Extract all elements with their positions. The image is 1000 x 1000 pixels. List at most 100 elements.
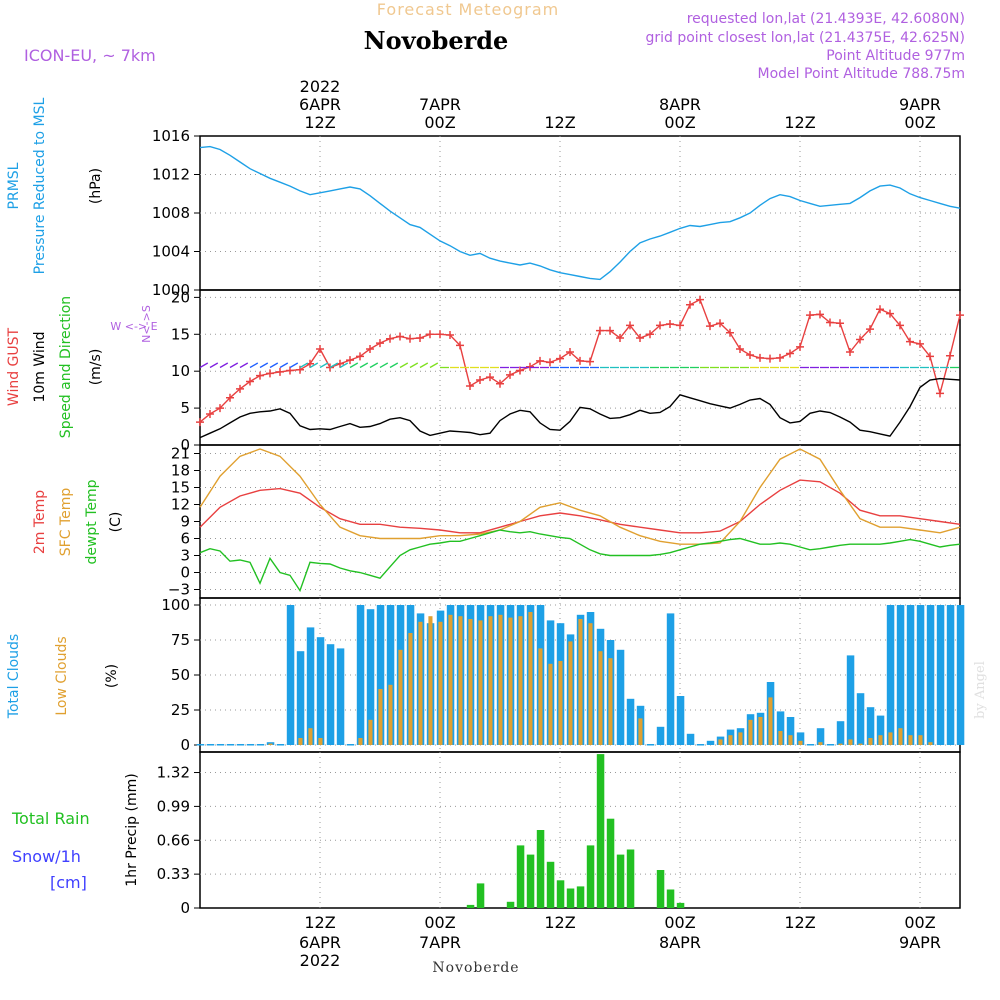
gust-marker — [536, 356, 544, 365]
bar-total — [326, 644, 335, 745]
top-hour-label: 12Z — [784, 113, 815, 132]
ylabel-1: Low Clouds — [54, 636, 70, 715]
ylabel-0: Wind GUST — [6, 327, 22, 406]
gust-marker — [586, 357, 594, 366]
bar-total — [836, 721, 845, 745]
gust-marker — [686, 300, 694, 309]
series-0-line — [199, 145, 961, 281]
bar-low — [898, 728, 903, 745]
compass-we: W <-> E — [110, 320, 157, 333]
ylabel-0: 2m Temp — [32, 490, 48, 554]
wind-arrow — [349, 362, 359, 369]
wind-arrow — [299, 362, 309, 369]
gust-marker — [706, 322, 714, 331]
ylabel-0: PRMSL — [6, 162, 22, 209]
gust-marker — [476, 376, 484, 385]
wind-arrow — [229, 362, 239, 369]
bar-total — [646, 744, 655, 746]
gust-marker — [266, 369, 274, 378]
bar-low — [868, 738, 873, 745]
bar-rain — [566, 888, 575, 908]
bar-rain — [556, 880, 565, 908]
bar-low — [788, 735, 793, 745]
gust-marker — [646, 330, 654, 339]
series-2-line — [199, 529, 961, 593]
top-hour-label: 12Z — [544, 113, 575, 132]
wind-arrow — [249, 362, 259, 369]
bar-total — [296, 651, 305, 745]
wind-arrow — [259, 362, 269, 369]
top-date-label: 8APR — [659, 95, 701, 114]
gust-marker — [916, 339, 924, 348]
ylabel-1: Pressure Reduced to MSL — [32, 97, 48, 274]
bar-low — [848, 739, 853, 745]
y-tick-label: 0.66 — [157, 831, 190, 849]
bar-low — [608, 658, 613, 745]
wind-arrow — [429, 362, 439, 369]
bar-total — [846, 655, 855, 745]
y-tick-label: 0.99 — [157, 797, 190, 815]
gust-marker — [736, 345, 744, 354]
bar-low — [638, 718, 643, 745]
gust-marker — [206, 410, 214, 418]
bar-rain — [476, 883, 485, 908]
gust-marker — [496, 379, 504, 388]
bar-low — [558, 661, 563, 745]
wind-arrow — [339, 362, 349, 369]
y-tick-label: 1.32 — [157, 764, 190, 782]
bar-low — [598, 651, 603, 745]
bar-low — [888, 732, 893, 745]
panel-wind: 0 5 10 15 20 Wind GUST 10m Wind Speed and Direc… — [6, 288, 964, 454]
bottom-date-label: 6APR — [299, 933, 341, 952]
gust-marker — [576, 356, 584, 365]
gust-marker — [416, 333, 424, 342]
gust-marker — [236, 384, 244, 393]
bar-low — [458, 616, 463, 745]
y-tick-label: 1016 — [152, 127, 190, 145]
gust-marker — [446, 331, 454, 340]
bar-low — [818, 742, 823, 745]
bar-rain — [666, 889, 675, 908]
gust-marker — [746, 350, 754, 359]
bar-low — [388, 684, 393, 745]
watermark: by Angel — [973, 661, 988, 719]
bar-rain — [676, 902, 685, 908]
bar-rain — [656, 870, 665, 908]
gust-marker — [566, 348, 574, 356]
wind-arrow — [239, 362, 249, 369]
bar-total — [906, 605, 915, 745]
bar-total — [356, 605, 365, 745]
bar-rain — [576, 886, 585, 908]
gust-marker — [506, 370, 514, 379]
bar-low — [358, 738, 363, 745]
wind-arrow — [319, 362, 329, 369]
wind-direction-arrows — [199, 362, 959, 369]
bar-low — [548, 663, 553, 745]
bar-low — [498, 614, 503, 745]
gust-marker — [636, 333, 644, 342]
bottom-hour-label: 00Z — [664, 913, 695, 932]
bar-low — [538, 648, 543, 745]
y-tick-label: 0 — [180, 564, 190, 582]
gust-marker — [846, 348, 854, 356]
wind-arrow — [279, 362, 289, 369]
bar-total — [686, 733, 695, 745]
gust-marker — [426, 330, 434, 339]
wind-arrow — [369, 362, 379, 369]
gust-marker — [286, 366, 294, 375]
ylabel-1: SFC Temp — [58, 488, 74, 557]
gust-marker — [466, 381, 474, 390]
bar-low — [728, 735, 733, 745]
gust-marker — [436, 330, 444, 339]
ylabel-3: (C) — [108, 512, 124, 533]
bar-low — [568, 641, 573, 745]
panel-precip: 0 0.33 0.66 0.99 1.32 1hr Precip (mm) Total Ra… — [11, 751, 961, 917]
top-hour-label: 00Z — [424, 113, 455, 132]
gust-marker — [766, 354, 774, 363]
bar-total — [216, 744, 225, 746]
wind-arrow — [289, 362, 299, 369]
y-tick-label: 1004 — [152, 243, 190, 261]
